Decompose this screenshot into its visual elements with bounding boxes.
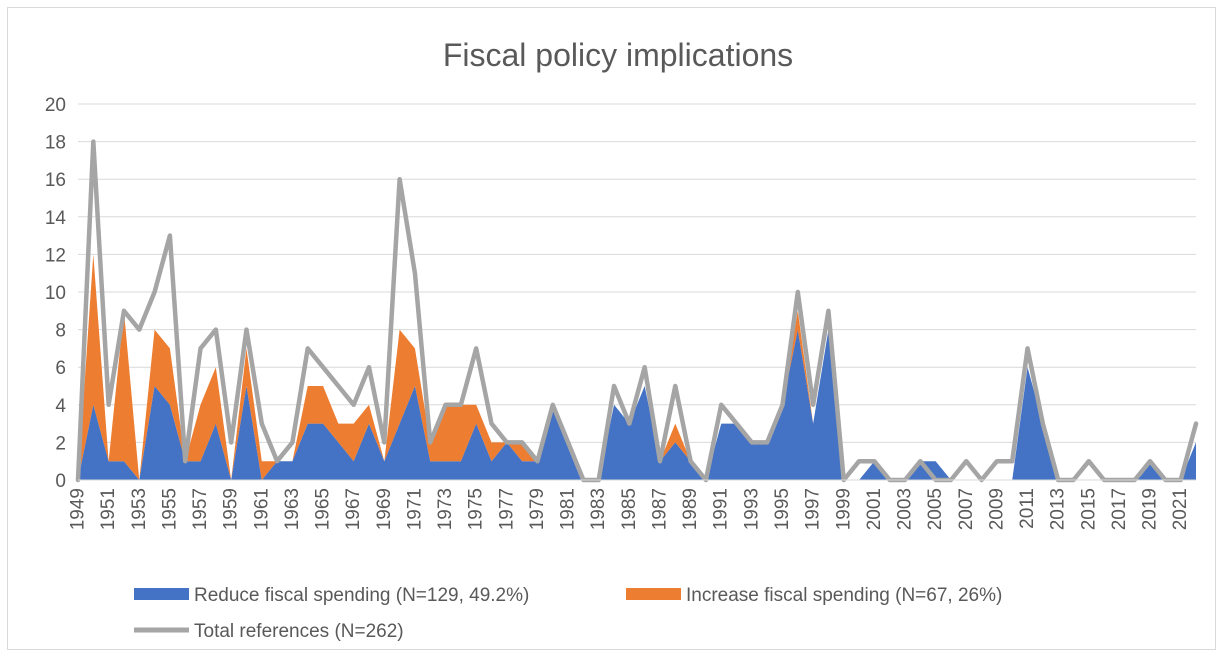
legend-swatch	[626, 588, 681, 600]
x-tick-label: 2011	[1017, 488, 1038, 529]
x-tick-label: 1985	[619, 488, 640, 530]
area-series-1	[78, 329, 1196, 480]
x-tick-label: 1961	[251, 488, 272, 530]
x-tick-label: 2021	[1170, 488, 1191, 530]
y-tick-label: 16	[45, 170, 66, 191]
x-tick-label: 1981	[558, 488, 579, 530]
x-tick-label: 1999	[833, 488, 854, 530]
x-tick-label: 2013	[1048, 488, 1069, 530]
x-tick-label: 1995	[772, 488, 793, 530]
x-tick-label: 1969	[374, 488, 395, 530]
x-tick-label: 2019	[1140, 488, 1161, 530]
x-tick-label: 2003	[895, 488, 916, 530]
x-tick-label: 2001	[864, 488, 885, 530]
x-tick-label: 1983	[588, 488, 609, 530]
x-tick-label: 1957	[190, 488, 211, 530]
x-tick-label: 2017	[1109, 488, 1130, 530]
x-tick-label: 2015	[1078, 488, 1099, 530]
x-tick-label: 1951	[98, 488, 119, 530]
x-tick-label: 1967	[343, 488, 364, 530]
x-tick-label: 1963	[282, 488, 303, 530]
x-tick-label: 1975	[466, 488, 487, 530]
x-tick-label: 1987	[649, 488, 670, 530]
x-axis-ticks: 1949 1951 1953 1955 1957 1959 1961 1963 1965 1967…	[68, 488, 1192, 530]
plot-lines	[75, 139, 1199, 483]
y-tick-label: 6	[55, 358, 66, 379]
line-series-1	[75, 139, 1199, 483]
legend-label: Reduce fiscal spending (N=129, 49.2%)	[194, 585, 529, 606]
x-tick-label: 1965	[313, 488, 334, 530]
x-tick-label: 1953	[129, 488, 150, 530]
x-tick-label: 1979	[527, 488, 548, 530]
legend-swatch	[134, 588, 189, 600]
legend-label: Total references (N=262)	[194, 621, 404, 642]
plot-areas	[78, 254, 1196, 480]
x-tick-label: 2007	[956, 488, 977, 530]
legend: Reduce fiscal spending (N=129, 49.2%) Inc…	[134, 585, 1002, 642]
y-tick-label: 2	[55, 433, 66, 454]
y-tick-label: 0	[55, 471, 66, 492]
x-tick-label: 2005	[925, 488, 946, 530]
area-series-2	[78, 254, 1196, 480]
chart-title: Fiscal policy implications	[443, 37, 793, 73]
x-tick-label: 2009	[986, 488, 1007, 530]
y-tick-label: 20	[45, 95, 66, 116]
y-tick-label: 8	[55, 321, 66, 342]
x-tick-label: 1989	[680, 488, 701, 530]
x-tick-label: 1977	[496, 488, 517, 530]
x-tick-label: 1991	[711, 488, 732, 530]
y-tick-label: 14	[45, 208, 67, 229]
x-tick-label: 1997	[803, 488, 824, 530]
x-tick-label: 1959	[221, 488, 242, 530]
y-tick-label: 10	[45, 283, 66, 304]
x-tick-label: 1949	[68, 488, 89, 530]
x-tick-label: 1993	[741, 488, 762, 530]
x-tick-label: 1973	[435, 488, 456, 530]
legend-label: Increase fiscal spending (N=67, 26%)	[686, 585, 1002, 606]
chart-frame	[7, 7, 1216, 650]
x-tick-label: 1971	[404, 488, 425, 530]
y-tick-label: 18	[45, 133, 66, 154]
y-tick-label: 12	[45, 245, 66, 266]
y-axis-ticks: 0 2 4 6 8 10 12 14 16 18 20	[45, 95, 67, 492]
y-tick-label: 4	[55, 396, 66, 417]
x-tick-label: 1955	[159, 488, 180, 530]
grid-lines	[78, 103, 1196, 443]
